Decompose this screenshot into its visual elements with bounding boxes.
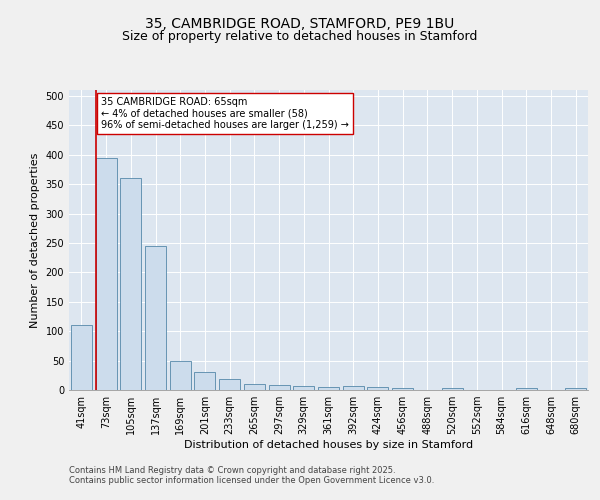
X-axis label: Distribution of detached houses by size in Stamford: Distribution of detached houses by size …	[184, 440, 473, 450]
Bar	[219, 380, 240, 390]
Bar	[318, 387, 339, 390]
Bar	[442, 388, 463, 390]
Bar	[293, 386, 314, 390]
Bar	[170, 360, 191, 390]
Text: 35 CAMBRIDGE ROAD: 65sqm
← 4% of detached houses are smaller (58)
96% of semi-de: 35 CAMBRIDGE ROAD: 65sqm ← 4% of detache…	[101, 97, 349, 130]
Bar	[367, 387, 388, 390]
Bar	[71, 326, 92, 390]
Bar	[392, 388, 413, 390]
Bar	[194, 372, 215, 390]
Bar	[516, 388, 537, 390]
Bar	[145, 246, 166, 390]
Bar	[269, 386, 290, 390]
Bar	[120, 178, 141, 390]
Text: 35, CAMBRIDGE ROAD, STAMFORD, PE9 1BU: 35, CAMBRIDGE ROAD, STAMFORD, PE9 1BU	[145, 18, 455, 32]
Y-axis label: Number of detached properties: Number of detached properties	[30, 152, 40, 328]
Bar	[244, 384, 265, 390]
Bar	[343, 386, 364, 390]
Text: Contains HM Land Registry data © Crown copyright and database right 2025.
Contai: Contains HM Land Registry data © Crown c…	[69, 466, 434, 485]
Bar	[95, 158, 116, 390]
Text: Size of property relative to detached houses in Stamford: Size of property relative to detached ho…	[122, 30, 478, 43]
Bar	[565, 388, 586, 390]
